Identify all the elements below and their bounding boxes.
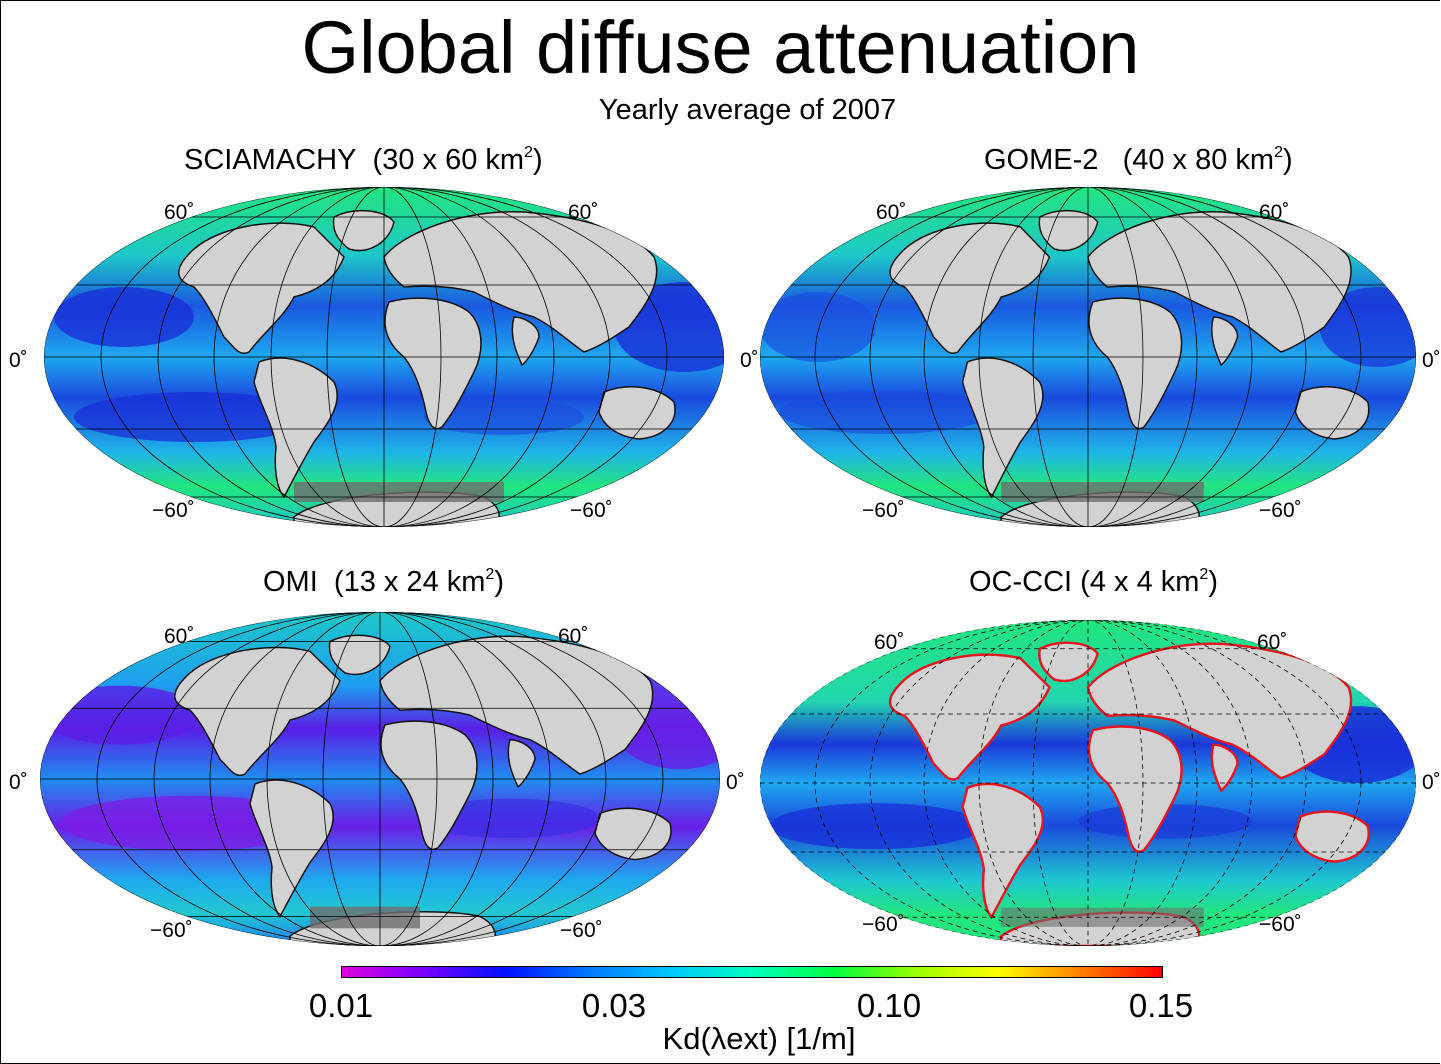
panel-title-sciamachy: SCIAMACHY (30 x 60 km2) bbox=[184, 144, 543, 176]
lat-label-south: −60˚ bbox=[1259, 913, 1302, 936]
lat-label-north: 60˚ bbox=[874, 631, 905, 654]
map-gome2 bbox=[760, 187, 1416, 527]
colorbar-tick: 0.03 bbox=[581, 987, 647, 1024]
lat-label-north: 60˚ bbox=[558, 625, 589, 648]
lat-label-south: −60˚ bbox=[1259, 499, 1302, 522]
colorbar-tick: 0.10 bbox=[856, 987, 922, 1024]
lat-label-south: −60˚ bbox=[560, 919, 603, 942]
lat-label-equator: 0˚ bbox=[1422, 349, 1441, 372]
lat-label-north: 60˚ bbox=[164, 625, 195, 648]
page-subtitle: Yearly average of 2007 bbox=[598, 94, 897, 126]
lat-label-equator: 0˚ bbox=[9, 349, 28, 372]
lat-label-south: −60˚ bbox=[150, 919, 193, 942]
lat-label-north: 60˚ bbox=[1257, 631, 1288, 654]
map-sciamachy bbox=[44, 187, 724, 527]
panel-title-omi: OMI (13 x 24 km2) bbox=[263, 566, 504, 598]
lat-label-south: −60˚ bbox=[862, 499, 905, 522]
lat-label-equator: 0˚ bbox=[1422, 771, 1441, 794]
map-omi bbox=[40, 612, 720, 946]
page-title: Global diffuse attenuation bbox=[301, 6, 1140, 89]
colorbar-label: Kd(λext) [1/m] bbox=[662, 1021, 856, 1056]
lat-label-south: −60˚ bbox=[570, 499, 613, 522]
lat-label-north: 60˚ bbox=[876, 201, 907, 224]
lat-label-north: 60˚ bbox=[1259, 201, 1290, 224]
lat-label-equator: 0˚ bbox=[740, 349, 759, 372]
lat-label-equator: 0˚ bbox=[726, 771, 745, 794]
panel-title-gome2: GOME-2 (40 x 80 km2) bbox=[984, 144, 1293, 176]
colorbar-tick: 0.01 bbox=[308, 987, 374, 1024]
lat-label-north: 60˚ bbox=[568, 201, 599, 224]
lat-label-equator: 0˚ bbox=[9, 771, 28, 794]
lat-label-north: 60˚ bbox=[164, 201, 195, 224]
colorbar-tick: 0.15 bbox=[1128, 987, 1194, 1024]
map-occci bbox=[760, 620, 1416, 946]
panel-title-occci: OC-CCI (4 x 4 km2) bbox=[969, 566, 1218, 598]
lat-label-south: −60˚ bbox=[862, 913, 905, 936]
colorbar bbox=[341, 966, 1163, 978]
lat-label-south: −60˚ bbox=[152, 499, 195, 522]
